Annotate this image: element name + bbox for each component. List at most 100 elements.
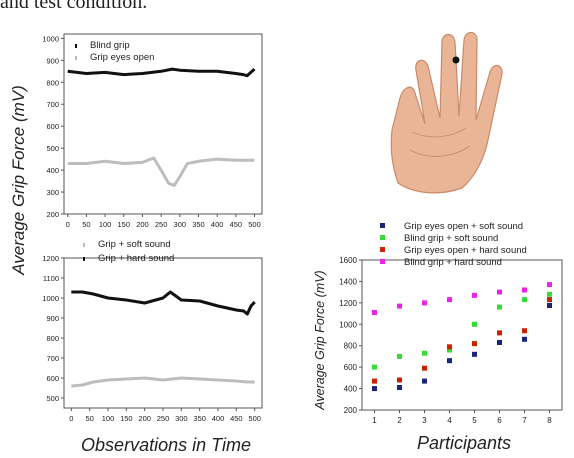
- c2-point-s3-4: [472, 292, 477, 298]
- c0-ytick-label-7: 900: [46, 56, 59, 65]
- c2-point-s1-7: [547, 291, 552, 297]
- c0-xtick-label-6: 300: [174, 220, 187, 229]
- c0-ytick-label-1: 300: [46, 188, 59, 197]
- legend-label-blind-grip: Blind grip: [90, 40, 130, 51]
- c2-point-s1-0: [372, 364, 377, 370]
- c1-series-line-1: [71, 290, 256, 316]
- hand-picture: [390, 31, 503, 194]
- c1-xtick-label-4: 200: [138, 414, 151, 423]
- c2-point-s0-6: [522, 336, 527, 342]
- c2-ytick-label-1: 400: [344, 385, 358, 394]
- c2-point-s2-2: [422, 365, 427, 371]
- c1-series-line-0: [71, 376, 255, 388]
- c2-point-s3-3: [447, 297, 452, 303]
- c2-point-s3-7: [547, 282, 552, 288]
- shared-ylabel: Average Grip Force (mV): [9, 85, 28, 276]
- c2-point-s0-3: [447, 358, 452, 364]
- c2-point-s2-5: [497, 330, 502, 336]
- c2-point-s0-2: [422, 378, 427, 384]
- c1-ytick-label-7: 1200: [42, 254, 59, 263]
- legend-label-eyes-open-hard: Grip eyes open + hard sound: [404, 245, 527, 256]
- c2-point-s0-0: [372, 386, 377, 392]
- c2-ytick-label-7: 1600: [339, 256, 357, 265]
- legend-swatch-blind-soft: [380, 235, 385, 240]
- c0-xtick-label-4: 200: [136, 220, 149, 229]
- c1-xtick-label-8: 400: [212, 414, 225, 423]
- c2-point-s2-4: [472, 341, 477, 347]
- c2-point-s3-1: [397, 303, 402, 309]
- legend-swatch-blind-hard: [380, 259, 385, 264]
- figure-caption: and test condition.: [0, 0, 148, 13]
- c1-ytick-label-2: 700: [46, 354, 59, 363]
- c2-xtick-label-3: 4: [447, 416, 452, 425]
- c2-ytick-label-3: 800: [344, 342, 358, 351]
- c2-xtick-label-7: 8: [547, 416, 552, 425]
- c2-ytick-label-6: 1400: [339, 277, 357, 286]
- c2-xtick-label-5: 6: [497, 416, 502, 425]
- c1-ytick-label-6: 1100: [43, 274, 59, 283]
- c2-ytick-label-2: 600: [344, 363, 358, 372]
- c0-xtick-label-2: 100: [99, 220, 112, 229]
- c0-ytick-label-2: 400: [46, 166, 59, 175]
- c1-xtick-label-10: 500: [248, 414, 261, 423]
- c2-point-s2-1: [397, 377, 402, 383]
- scatter-xlabel: Participants: [417, 433, 511, 453]
- legend-label-hard-sound: Grip + hard sound: [98, 253, 174, 264]
- c2-point-s3-2: [422, 300, 427, 306]
- bottom-left-legend: Grip + soft sound Grip + hard sound: [83, 239, 174, 264]
- top-left-legend: Blind grip Grip eyes open: [75, 40, 154, 63]
- scatter-plot-frame: [361, 259, 563, 411]
- c2-ytick-label-4: 1000: [339, 320, 357, 329]
- c2-point-s2-7: [547, 297, 552, 303]
- c0-series-line-1: [67, 156, 255, 187]
- c0-ytick-label-5: 700: [46, 100, 59, 109]
- c0-ytick-label-0: 200: [46, 210, 59, 219]
- top-left-plot-frame: [63, 33, 263, 215]
- scatter-legend: Grip eyes open + soft sound Blind grip +…: [380, 221, 527, 268]
- c1-xtick-label-6: 300: [175, 414, 188, 423]
- c2-point-s3-6: [522, 287, 527, 293]
- c2-ytick-label-5: 1200: [339, 299, 357, 308]
- legend-label-soft-sound: Grip + soft sound: [98, 239, 171, 250]
- c0-ytick-label-6: 800: [46, 78, 59, 87]
- top-left-line-chart: 0 50 100 150 200 250 300 350 400 450 500 200 300 400 5…: [42, 33, 263, 229]
- c2-point-s1-6: [522, 297, 527, 303]
- sensor-dot: [452, 56, 460, 64]
- c2-point-s0-1: [397, 385, 402, 390]
- c0-xtick-label-5: 250: [155, 220, 168, 229]
- c2-point-s1-3: [447, 347, 452, 353]
- scatter-ylabel: Average Grip Force (mV): [313, 270, 327, 410]
- legend-swatch-eyes-open-soft: [380, 223, 385, 228]
- c1-xtick-label-0: 0: [69, 414, 73, 423]
- right-scatter-chart: 1 2 3 4 5 6 7 8 200 400 600 800 1000 1200 1400 1600 Ave…: [313, 221, 563, 453]
- c2-xtick-label-0: 1: [372, 416, 377, 425]
- c2-point-s2-6: [522, 328, 527, 334]
- bottom-left-line-chart: 0 50 100 150 200 250 300 350 400 450 500 500 600 700 8…: [42, 239, 263, 455]
- c1-xtick-label-3: 150: [120, 414, 133, 423]
- bottom-left-plot-frame: [63, 257, 263, 409]
- c2-xtick-label-6: 7: [522, 416, 527, 425]
- c1-xtick-label-2: 100: [102, 414, 115, 423]
- c2-point-s3-0: [372, 310, 377, 315]
- c1-ytick-label-1: 600: [46, 374, 59, 383]
- c2-point-s1-4: [472, 321, 477, 327]
- legend-label-blind-hard: Blind grip + hard sound: [404, 257, 502, 268]
- c2-xtick-label-4: 5: [472, 416, 477, 425]
- c1-xtick-label-5: 250: [157, 414, 170, 423]
- c1-xtick-label-7: 350: [193, 414, 206, 423]
- c1-ytick-label-4: 900: [46, 314, 59, 323]
- c0-xtick-label-7: 350: [192, 220, 205, 229]
- legend-label-eyes-open-soft: Grip eyes open + soft sound: [404, 221, 523, 232]
- c2-point-s0-5: [497, 340, 502, 345]
- c1-ytick-label-0: 500: [46, 394, 59, 403]
- c0-ytick-label-8: 1000: [42, 34, 59, 43]
- c0-xtick-label-10: 500: [248, 220, 261, 229]
- bottom-left-xlabel: Observations in Time: [81, 435, 251, 455]
- c2-point-s1-5: [497, 304, 502, 310]
- legend-label-blind-soft: Blind grip + soft sound: [404, 233, 498, 244]
- c0-xtick-label-9: 450: [230, 220, 243, 229]
- c1-xtick-label-1: 50: [85, 414, 93, 423]
- legend-swatch-eyes-open-hard: [380, 247, 385, 252]
